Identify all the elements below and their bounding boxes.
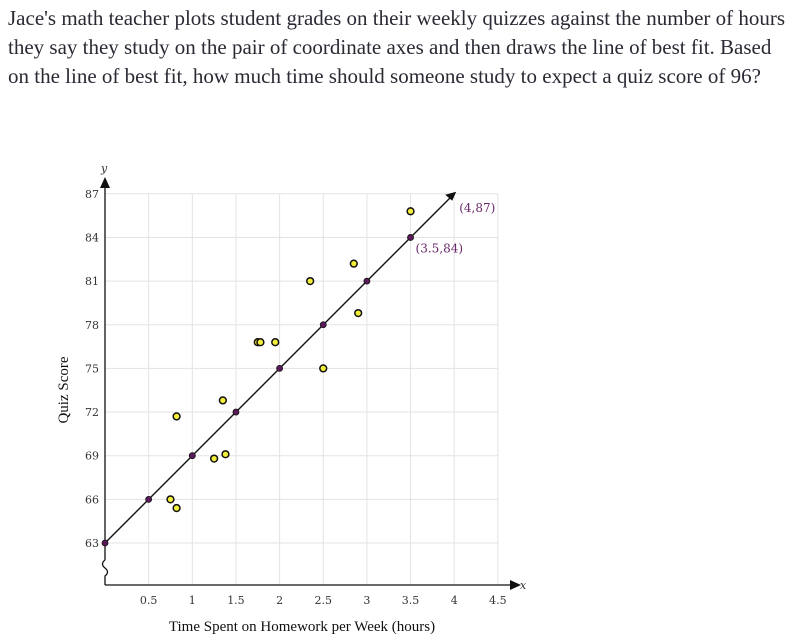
fit-line-point [188,452,196,460]
x-tick-label: 4 [451,594,458,607]
y-tick-label: 78 [85,319,99,332]
y-axis-arrow [100,177,110,188]
x-tick-label: 2 [276,594,283,607]
y-tick-label: 63 [85,537,99,550]
y-tick-label: 72 [85,406,99,419]
annotations: (4,87) (3.5,84) [416,201,496,256]
y-tick-label: 69 [85,450,99,463]
data-point [256,338,265,347]
data-point [221,450,230,459]
data-point [306,276,315,286]
fit-line-point [145,495,153,503]
fit-line-point [232,408,240,416]
point-label: (3.5,84) [416,241,464,255]
point-label: (4,87) [459,201,495,215]
fit-line-point [319,321,327,329]
axes [100,177,521,590]
y-tick-label: 81 [85,275,99,288]
y-axis-letter: y [100,162,108,175]
scatter-points [166,207,415,513]
y-tick-label: 84 [85,231,99,244]
y-tick-label: 66 [85,493,99,506]
data-point [172,503,181,513]
y-axis-line [101,185,109,585]
x-axis-letter: x [520,579,527,592]
data-point [209,454,219,463]
x-axis-title: Time Spent on Homework per Week (hours) [169,619,435,635]
y-tick-label: 87 [85,188,99,201]
fit-line-arrow [445,191,457,201]
fit-line-point [407,234,414,241]
grid [105,193,499,585]
x-tick-label: 0.5 [140,594,158,607]
x-tick-label: 4.5 [489,594,507,607]
data-point [271,338,280,347]
fit-line-point [101,539,109,547]
fit-line-point [276,364,284,372]
data-point [319,364,328,373]
data-point [406,207,415,216]
x-tick-label: 3.5 [402,594,420,607]
x-axis-arrow [510,580,521,590]
data-point [172,412,181,421]
y-axis-title: Quiz Score [56,356,72,423]
y-tick-label: 75 [85,362,99,375]
x-tick-label: 1.5 [227,594,245,607]
data-point [349,259,358,268]
question-text: Jace's math teacher plots student grades… [8,6,786,88]
fit-line-group [101,191,457,547]
data-point [354,308,363,318]
x-tick-label: 3 [363,594,370,607]
fit-line-point [363,277,371,285]
x-tick-label: 1 [189,594,196,607]
data-point [166,495,175,504]
tick-labels: 0.5 1 1.5 2 2.5 3 3.5 4 4.5 63 66 69 72 75 78 81 84 87 [85,188,507,607]
data-point [218,396,228,405]
x-tick-label: 2.5 [315,594,333,607]
